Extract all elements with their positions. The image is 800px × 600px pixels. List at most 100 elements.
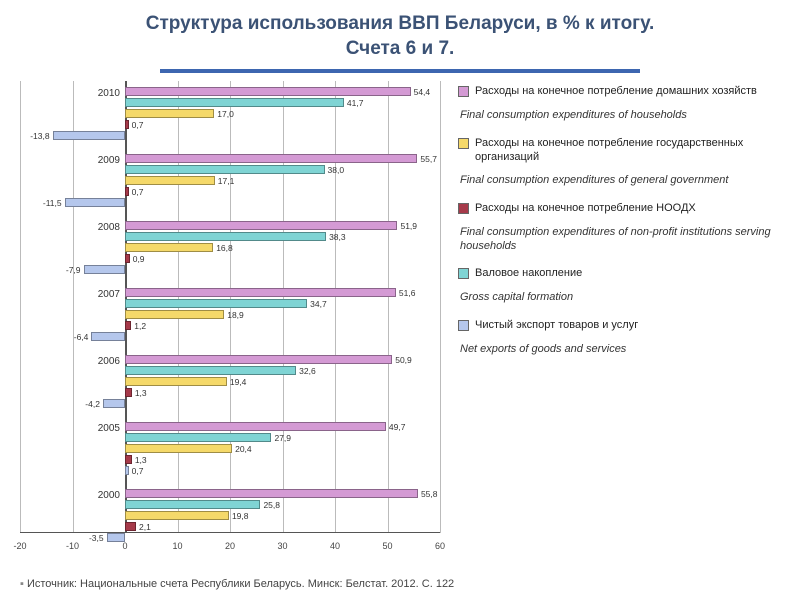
bar-value-label: 55,7	[420, 154, 437, 164]
bar-value-label: -7,9	[66, 265, 81, 275]
bar-value-label: 0,9	[133, 254, 145, 264]
year-label: 2010	[90, 88, 120, 99]
bar-value-label: 18,9	[227, 310, 244, 320]
bar-value-label: 50,9	[395, 355, 412, 365]
legend-swatch	[458, 203, 469, 214]
bar-gov	[125, 377, 227, 386]
bar-npish	[125, 455, 132, 464]
legend-label-ru: Валовое накопление	[458, 267, 792, 281]
bar-value-label: -13,8	[30, 131, 49, 141]
source-citation: Источник: Национальные счета Республики …	[20, 578, 454, 590]
legend-label-en: Final consumption expenditures of genera…	[460, 174, 792, 188]
bar-gross_cap	[125, 500, 260, 509]
legend-swatch	[458, 268, 469, 279]
bar-value-label: 0,7	[132, 466, 144, 476]
bar-chart: -20-100102030405060201054,441,717,00,7-1…	[20, 81, 440, 551]
bar-value-label: 2,1	[139, 522, 151, 532]
bar-gross_cap	[125, 433, 271, 442]
legend-label-ru: Чистый экспорт товаров и услуг	[458, 319, 792, 333]
bar-households	[125, 221, 397, 230]
x-tick-label: 0	[122, 541, 127, 551]
legend-label-ru: Расходы на конечное потребление НООДХ	[458, 202, 792, 216]
bar-value-label: 1,3	[135, 388, 147, 398]
bar-net_export	[84, 265, 125, 274]
legend-label-en: Final consumption expenditures of househ…	[460, 109, 792, 123]
bar-value-label: 54,4	[414, 87, 431, 97]
bar-gov	[125, 310, 224, 319]
legend-label-en: Net exports of goods and services	[460, 343, 792, 357]
page-title: Структура использования ВВП Беларуси, в …	[0, 0, 800, 67]
legend-item-net_export: Чистый экспорт товаров и услуг Net export…	[458, 319, 792, 357]
bar-net_export	[125, 466, 129, 475]
bar-households	[125, 288, 396, 297]
content: -20-100102030405060201054,441,717,00,7-1…	[0, 81, 800, 551]
grid-line	[335, 81, 336, 533]
bar-net_export	[91, 332, 125, 341]
legend-text-ru: Расходы на конечное потребление домашних…	[475, 85, 757, 99]
x-tick-label: 10	[172, 541, 182, 551]
legend-swatch	[458, 138, 469, 149]
bar-value-label: 27,9	[274, 433, 291, 443]
bar-value-label: -6,4	[74, 332, 89, 342]
bar-value-label: 49,7	[389, 422, 406, 432]
bar-households	[125, 154, 417, 163]
bar-net_export	[107, 533, 125, 542]
year-label: 2006	[90, 356, 120, 367]
bar-npish	[125, 321, 131, 330]
x-tick-label: 40	[330, 541, 340, 551]
legend-text-ru: Расходы на конечное потребление государс…	[475, 137, 792, 165]
bar-value-label: 0,7	[132, 187, 144, 197]
bar-gov	[125, 109, 214, 118]
bar-value-label: 34,7	[310, 299, 327, 309]
bar-value-label: 1,3	[135, 455, 147, 465]
x-tick-label: 60	[435, 541, 445, 551]
title-line-1: Структура использования ВВП Беларуси, в …	[146, 13, 655, 34]
bar-households	[125, 355, 392, 364]
year-label: 2009	[90, 155, 120, 166]
legend-label-en: Gross capital formation	[460, 291, 792, 305]
title-line-2: Счета 6 и 7.	[346, 38, 455, 59]
legend-label-en: Final consumption expenditures of non-pr…	[460, 226, 792, 254]
chart-area: -20-100102030405060201054,441,717,00,7-1…	[8, 81, 443, 551]
bar-npish	[125, 254, 130, 263]
legend-text-ru: Расходы на конечное потребление НООДХ	[475, 202, 696, 216]
legend-text-ru: Валовое накопление	[475, 267, 582, 281]
bar-gov	[125, 444, 232, 453]
bar-net_export	[53, 131, 125, 140]
bar-gov	[125, 243, 213, 252]
grid-line	[388, 81, 389, 533]
legend-item-gov: Расходы на конечное потребление государс…	[458, 137, 792, 188]
bar-npish	[125, 120, 129, 129]
bar-value-label: 17,0	[217, 109, 234, 119]
bar-value-label: 1,2	[134, 321, 146, 331]
year-label: 2000	[90, 490, 120, 501]
bar-value-label: 38,3	[329, 232, 346, 242]
bar-value-label: -11,5	[43, 198, 62, 208]
year-label: 2005	[90, 423, 120, 434]
bar-value-label: 51,6	[399, 288, 416, 298]
legend-text-ru: Чистый экспорт товаров и услуг	[475, 319, 638, 333]
bar-value-label: 19,8	[232, 511, 249, 521]
grid-line	[73, 81, 74, 533]
bar-value-label: -3,5	[89, 533, 104, 543]
bar-gross_cap	[125, 98, 344, 107]
x-tick-label: -10	[66, 541, 79, 551]
bar-value-label: 41,7	[347, 98, 364, 108]
bar-households	[125, 489, 418, 498]
legend-swatch	[458, 320, 469, 331]
legend-swatch	[458, 86, 469, 97]
bar-value-label: 38,0	[328, 165, 345, 175]
bar-gross_cap	[125, 232, 326, 241]
legend-label-ru: Расходы на конечное потребление домашних…	[458, 85, 792, 99]
bar-value-label: 0,7	[132, 120, 144, 130]
title-underline	[160, 69, 640, 73]
legend-item-gross_cap: Валовое накопление Gross capital formatio…	[458, 267, 792, 305]
bar-gross_cap	[125, 165, 325, 174]
bar-npish	[125, 522, 136, 531]
grid-line	[20, 81, 21, 533]
bar-value-label: 20,4	[235, 444, 252, 454]
x-tick-label: -20	[13, 541, 26, 551]
bar-households	[125, 87, 411, 96]
bar-net_export	[65, 198, 125, 207]
bar-households	[125, 422, 386, 431]
